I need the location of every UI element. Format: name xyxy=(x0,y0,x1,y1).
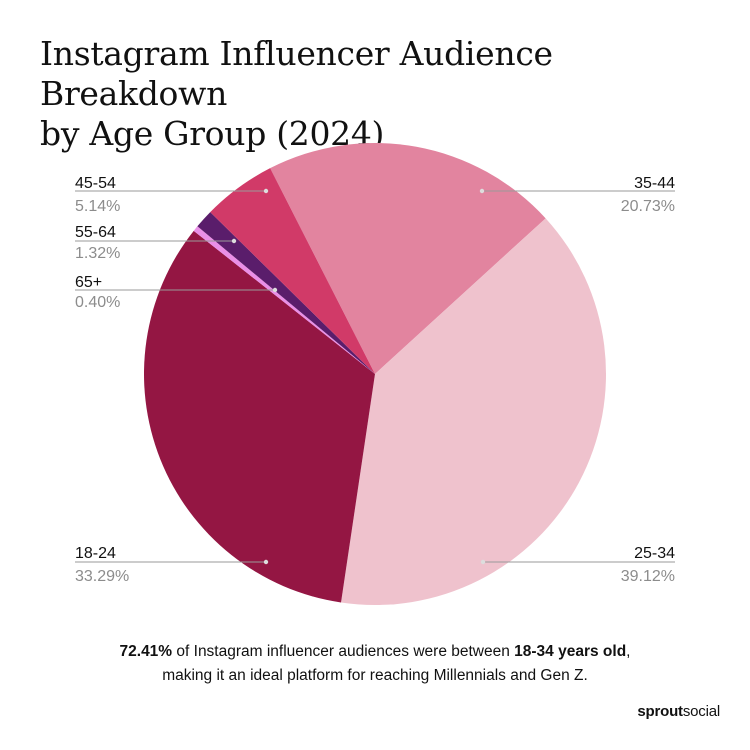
slice-labels: 35-44 20.73% 25-34 39.12% 18-24 33.29% 65+ 0.40… xyxy=(75,175,675,585)
summary-note: 72.41% of Instagram influencer audiences… xyxy=(20,640,730,688)
pie-slice-55-64 xyxy=(197,212,375,374)
pie-slice-18-24 xyxy=(144,230,375,603)
value-label-45-54: 5.14% xyxy=(75,198,120,215)
summary-note-line-1: 72.41% of Instagram influencer audiences… xyxy=(20,640,730,664)
summary-note-line-2: making it an ideal platform for reaching… xyxy=(162,667,588,684)
summary-highlight-percent: 72.41% xyxy=(119,643,173,660)
summary-highlight-age: 18-34 years old xyxy=(514,643,627,660)
value-label-25-34: 39.12% xyxy=(621,568,675,585)
summary-punct: , xyxy=(626,643,631,660)
category-label-35-44: 35-44 xyxy=(634,175,675,192)
leader-dot-25-34 xyxy=(480,559,486,565)
leader-dot-65+ xyxy=(272,287,278,293)
category-label-55-64: 55-64 xyxy=(75,224,116,241)
leader-dot-55-64 xyxy=(231,238,237,244)
value-label-55-64: 1.32% xyxy=(75,245,120,262)
leader-dot-18-24 xyxy=(263,559,269,565)
logo-word-sprout: sprout xyxy=(637,703,683,720)
pie-slice-35-44 xyxy=(270,143,546,374)
chart-title-line-1: Instagram Influencer Audience Breakdown xyxy=(40,34,553,113)
pie-slice-45-54 xyxy=(210,168,375,374)
summary-text: of Instagram influencer audiences were b… xyxy=(172,643,515,660)
chart-title: Instagram Influencer Audience Breakdown … xyxy=(40,34,720,154)
value-label-18-24: 33.29% xyxy=(75,568,129,585)
logo-word-social: social xyxy=(682,703,720,720)
pie-slice-65+ xyxy=(193,226,375,374)
category-label-18-24: 18-24 xyxy=(75,545,116,562)
leader-lines xyxy=(75,188,675,565)
leader-dot-45-54 xyxy=(263,188,269,194)
category-label-25-34: 25-34 xyxy=(634,545,675,562)
value-label-65+: 0.40% xyxy=(75,294,120,311)
pie-slices xyxy=(144,143,607,606)
pie-slice-25-34 xyxy=(341,218,607,606)
category-label-45-54: 45-54 xyxy=(75,175,116,192)
value-label-35-44: 20.73% xyxy=(621,198,675,215)
chart-title-line-2: by Age Group (2024) xyxy=(40,114,385,153)
category-label-65+: 65+ xyxy=(75,274,102,291)
leader-dot-35-44 xyxy=(479,188,485,194)
sproutsocial-logo: sproutsocial xyxy=(637,703,720,720)
